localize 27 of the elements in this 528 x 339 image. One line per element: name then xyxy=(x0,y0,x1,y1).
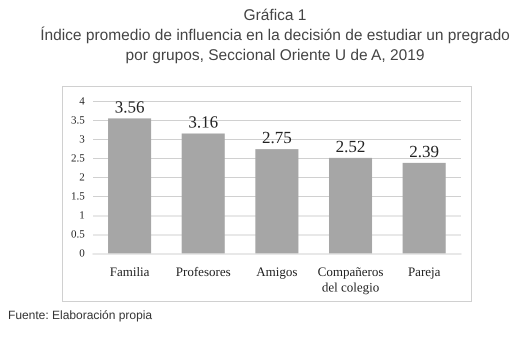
y-tick-label: 2.5 xyxy=(71,152,86,165)
chart-subtitle: Índice promedio de influencia en la decisión de estudiar un pregrado por grupos, Seccional Oriente U de A, 2019 xyxy=(40,26,510,66)
bar xyxy=(182,134,225,254)
y-tick-label: 3 xyxy=(79,134,86,146)
y-tick-label: 1.5 xyxy=(71,190,86,203)
y-tick-label: 1 xyxy=(79,210,85,222)
source-note: Fuente: Elaboración propia xyxy=(8,308,152,322)
x-tick-label: Compañeros del colegio xyxy=(318,264,384,295)
x-tick-label: Amigos xyxy=(256,264,298,280)
bar xyxy=(255,149,298,254)
data-label: 2.52 xyxy=(336,136,366,156)
x-tick-label: Profesores xyxy=(176,264,231,280)
data-label: 3.16 xyxy=(188,112,218,132)
data-label: 2.39 xyxy=(409,142,440,161)
chart-title: Gráfica 1 xyxy=(242,6,308,26)
y-tick-label: 3.5 xyxy=(71,114,86,127)
data-label: 2.75 xyxy=(262,128,292,148)
bar xyxy=(108,118,152,254)
y-tick-label: 4 xyxy=(79,95,86,108)
bar xyxy=(328,158,372,254)
data-label: 3.56 xyxy=(114,97,144,116)
y-tick-label: 2 xyxy=(79,172,85,184)
bar xyxy=(402,162,446,254)
x-tick-label: Pareja xyxy=(408,264,441,280)
y-tick-label: 0 xyxy=(79,248,86,260)
x-tick-label: Familia xyxy=(110,264,150,280)
y-tick-label: 0.5 xyxy=(71,228,86,241)
